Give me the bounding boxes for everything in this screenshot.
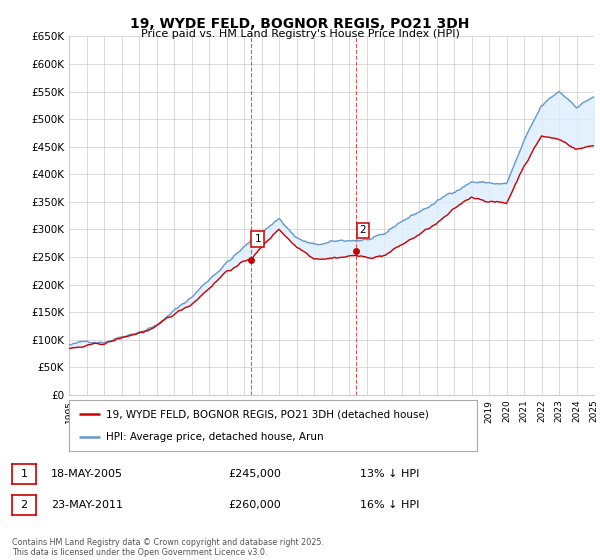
Text: 1: 1 [20,469,28,479]
Text: 16% ↓ HPI: 16% ↓ HPI [360,500,419,510]
Text: 18-MAY-2005: 18-MAY-2005 [51,469,123,479]
Text: 1: 1 [254,234,261,244]
Text: 13% ↓ HPI: 13% ↓ HPI [360,469,419,479]
Text: 19, WYDE FELD, BOGNOR REGIS, PO21 3DH: 19, WYDE FELD, BOGNOR REGIS, PO21 3DH [130,17,470,31]
Text: £245,000: £245,000 [228,469,281,479]
Text: 19, WYDE FELD, BOGNOR REGIS, PO21 3DH (detached house): 19, WYDE FELD, BOGNOR REGIS, PO21 3DH (d… [106,409,428,419]
Text: 2: 2 [20,500,28,510]
Text: HPI: Average price, detached house, Arun: HPI: Average price, detached house, Arun [106,432,323,442]
Text: Price paid vs. HM Land Registry's House Price Index (HPI): Price paid vs. HM Land Registry's House … [140,29,460,39]
Text: Contains HM Land Registry data © Crown copyright and database right 2025.
This d: Contains HM Land Registry data © Crown c… [12,538,324,557]
Text: £260,000: £260,000 [228,500,281,510]
Text: 2: 2 [359,226,366,236]
Text: 23-MAY-2011: 23-MAY-2011 [51,500,123,510]
